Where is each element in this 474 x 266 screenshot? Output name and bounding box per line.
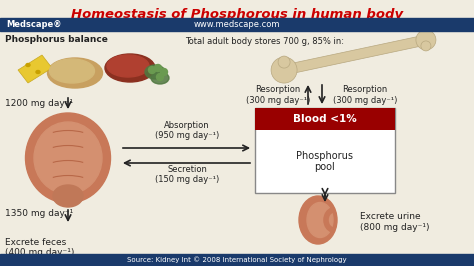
Ellipse shape [151, 72, 169, 84]
Text: Blood <1%: Blood <1% [293, 114, 357, 124]
Text: Phosphorus
pool: Phosphorus pool [297, 151, 354, 172]
Text: 1350 mg day⁻¹: 1350 mg day⁻¹ [5, 209, 73, 218]
Text: Source: Kidney Int © 2008 International Society of Nephrology: Source: Kidney Int © 2008 International … [127, 257, 347, 263]
Circle shape [161, 69, 167, 76]
Text: www.medscape.com: www.medscape.com [194, 20, 280, 29]
Ellipse shape [36, 70, 40, 73]
Circle shape [278, 56, 290, 68]
Text: Total adult body stores 700 g, 85% in:: Total adult body stores 700 g, 85% in: [185, 37, 344, 46]
Ellipse shape [105, 54, 155, 82]
Ellipse shape [145, 65, 165, 79]
Circle shape [148, 66, 155, 73]
Circle shape [421, 41, 431, 51]
Ellipse shape [34, 122, 102, 194]
Text: Resorption
(300 mg day⁻¹): Resorption (300 mg day⁻¹) [246, 85, 310, 105]
Bar [0, 254, 474, 266]
Ellipse shape [49, 59, 94, 83]
Text: Excrete urine
(800 mg day⁻¹): Excrete urine (800 mg day⁻¹) [360, 212, 429, 232]
Ellipse shape [47, 58, 102, 88]
Ellipse shape [53, 185, 83, 207]
Ellipse shape [107, 55, 149, 77]
Bar [255, 108, 395, 193]
Polygon shape [18, 55, 52, 83]
Circle shape [271, 57, 297, 83]
Bar [255, 108, 395, 130]
Text: Homeostasis of Phosphorous in human body: Homeostasis of Phosphorous in human body [71, 8, 403, 21]
Text: Phosphorus balance: Phosphorus balance [5, 35, 108, 44]
Ellipse shape [307, 202, 333, 238]
Ellipse shape [299, 196, 337, 244]
Ellipse shape [26, 64, 30, 66]
Text: 1200 mg day⁻¹: 1200 mg day⁻¹ [5, 98, 73, 107]
Bar [0, 18, 474, 31]
Text: Secretion
(150 mg day⁻¹): Secretion (150 mg day⁻¹) [155, 165, 219, 184]
Circle shape [156, 73, 164, 81]
Text: Absorption
(950 mg day⁻¹): Absorption (950 mg day⁻¹) [155, 120, 219, 140]
Text: Excrete feces
(400 mg day⁻¹): Excrete feces (400 mg day⁻¹) [5, 238, 74, 257]
Circle shape [155, 64, 162, 72]
Circle shape [416, 30, 436, 50]
Polygon shape [283, 35, 427, 75]
Text: Resorption
(300 mg day⁻¹): Resorption (300 mg day⁻¹) [333, 85, 397, 105]
Ellipse shape [26, 113, 110, 203]
Text: Medscape®: Medscape® [6, 20, 62, 29]
